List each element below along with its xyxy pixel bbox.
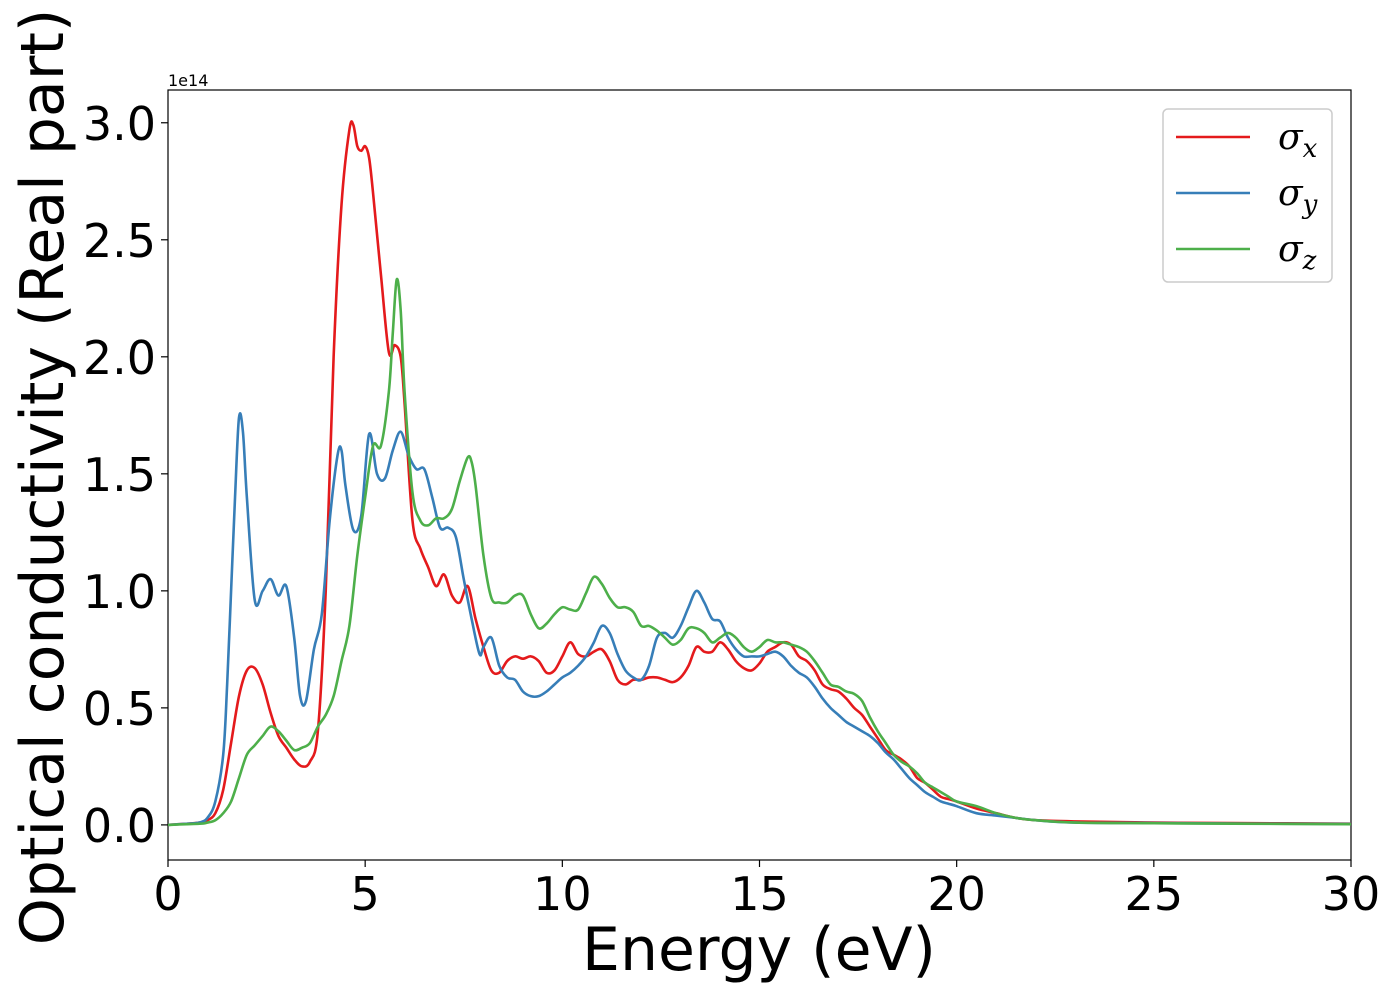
legend-frame — [1162, 108, 1333, 283]
x-axis-label: Energy (eV) — [582, 915, 936, 985]
y-axis-ticks: 0.0 0.5 1.0 1.5 2.0 2.5 3.0 — [83, 97, 168, 853]
y-tick-label: 1.0 — [83, 565, 156, 619]
x-tick-label: 30 — [1322, 867, 1381, 921]
legend-label-x: σx — [1278, 117, 1318, 164]
y-tick-label: 2.0 — [83, 331, 156, 385]
legend-symbol: σ — [1278, 117, 1304, 158]
legend-subscript: z — [1302, 246, 1317, 276]
x-tick-label: 15 — [730, 867, 789, 921]
y-tick-label: 2.5 — [83, 214, 156, 268]
series-line-z — [168, 277, 1351, 827]
y-tick-label: 1.5 — [83, 448, 156, 502]
y-tick-label: 0.5 — [83, 682, 156, 736]
x-tick-label: 0 — [153, 867, 182, 921]
y-axis-offset-label: 1e14 — [168, 71, 208, 90]
legend-subscript: x — [1303, 134, 1318, 164]
legend-label-z: σz — [1278, 229, 1317, 276]
legend-subscript: y — [1302, 190, 1318, 220]
series-layer — [168, 120, 1351, 827]
legend-symbol: σ — [1278, 229, 1304, 270]
legend-label-y: σy — [1278, 173, 1318, 220]
legend-symbol: σ — [1278, 173, 1304, 214]
x-tick-label: 5 — [351, 867, 380, 921]
x-tick-label: 20 — [927, 867, 986, 921]
y-tick-label: 3.0 — [83, 97, 156, 151]
x-axis-ticks: 0 5 10 15 20 25 30 — [153, 860, 1380, 921]
y-axis-label: Optical conductivity (Real part) — [8, 9, 78, 946]
x-tick-label: 25 — [1125, 867, 1184, 921]
x-tick-label: 10 — [533, 867, 592, 921]
series-line-y — [168, 412, 1351, 827]
y-tick-label: 0.0 — [83, 799, 156, 853]
